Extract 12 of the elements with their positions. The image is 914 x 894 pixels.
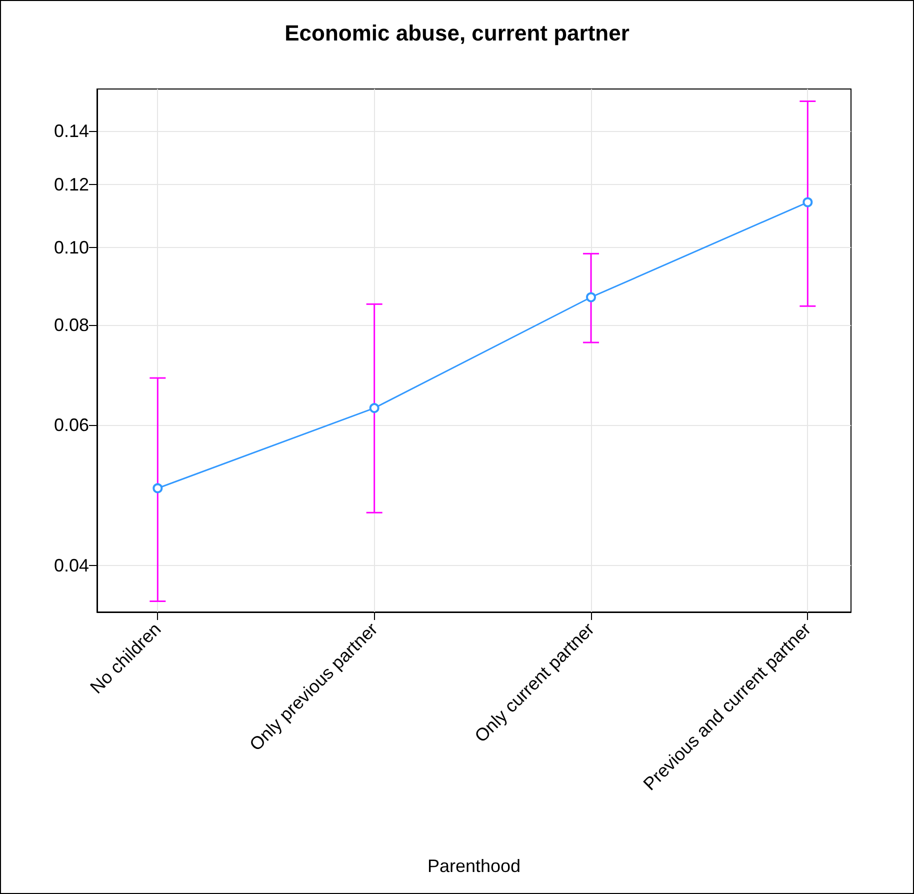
point [802,197,813,208]
point [152,483,163,494]
x-axis-title: Parenthood [427,856,521,876]
y-tick-label: 0.04 [54,556,89,576]
point [369,403,380,414]
point [586,292,596,302]
y-tick-label: 0.12 [54,174,89,194]
y-tick-label: 0.06 [54,414,89,435]
y-tick-label: 0.08 [54,315,89,336]
y-tick-label: 0.14 [54,120,89,141]
chart-title: Economic abuse, current partner [284,20,630,46]
y-tick-label: 0.10 [54,238,89,258]
